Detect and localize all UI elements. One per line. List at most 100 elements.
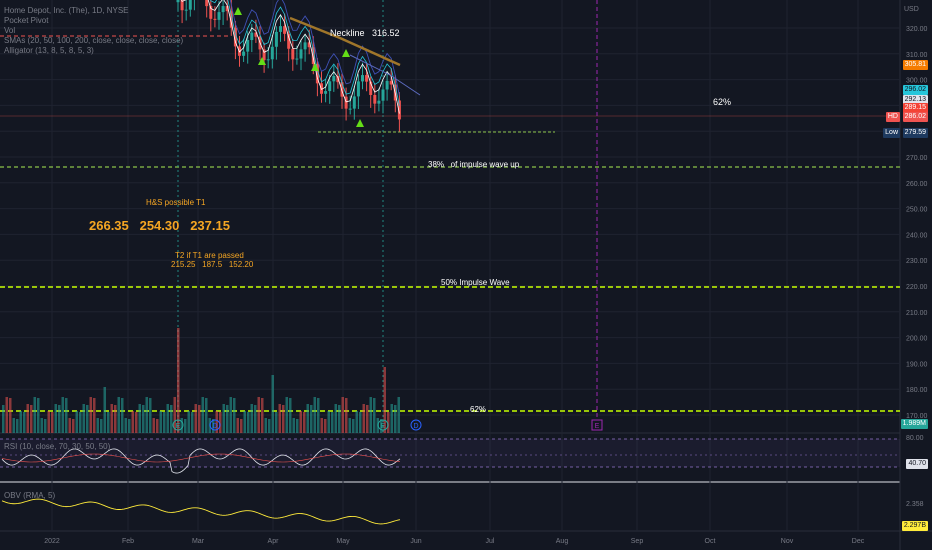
volume-bar [2,405,5,433]
volume-bar [131,411,134,433]
future-earnings-label: E [595,423,600,430]
volume-bar [138,404,141,433]
candle-body [262,49,266,61]
volume-bar [397,397,400,433]
hs-target-values: 266.35 254.30 237.15 [89,218,230,233]
dividend-marker [209,419,221,431]
volume-bar [173,397,176,433]
time-axis-label: May [336,538,350,545]
time-axis-label: Mar [192,538,205,545]
candle-body [315,63,319,84]
volume-bar [156,419,159,433]
volume-bar [236,418,239,433]
candle-body [209,6,213,19]
volume-bar [142,405,145,433]
candle-body [385,80,389,90]
candle-body [369,81,373,95]
volume-bar [390,404,393,433]
time-axis-label: Feb [122,538,134,545]
candle-body [176,0,180,3]
candle-body [356,81,360,97]
volume-value-tag: 1.989M [900,419,928,429]
volume-bar [296,419,299,433]
candle-body [233,27,237,47]
candle-body [381,89,385,101]
candle-body [332,75,336,82]
volume-bar [285,397,288,433]
time-axis-label: Sep [631,538,644,545]
rsi-value-tag: 40.70 [906,459,928,469]
candle-body [295,58,299,60]
volume-bar [247,412,250,433]
hd-price-tag: 286.02 [902,112,928,122]
volume-bar [103,387,106,433]
price-tag-cyan: 296.02 [902,85,928,95]
pocket-pivot-marker [356,119,364,127]
candle-body [291,48,295,60]
volume-bar [40,418,43,433]
sma-50-line [210,0,400,106]
volume-bar [240,419,243,433]
volume-bar [222,404,225,433]
volume-bar [215,411,218,433]
pocket-pivot-marker [234,7,242,15]
candle-body [217,12,221,20]
volume-bar [226,405,229,433]
candle-body [311,47,315,64]
volume-bar [152,418,155,433]
neckline-label: Neckline [330,28,365,38]
legend-symbol[interactable]: Home Depot, Inc. (The), 1D, NYSE [4,6,129,15]
candle-body [299,49,303,59]
volume-bar [114,405,117,433]
candle-body [229,11,233,28]
volume-bar [107,412,110,433]
volume-bar [100,419,103,433]
volume-bar [16,419,19,433]
candle-body [344,96,348,109]
pocket-pivot-marker [342,49,350,57]
legend-alligator[interactable]: Alligator (13, 8, 5, 8, 5, 3) [4,46,94,55]
candle-body [254,32,258,37]
volume-bar [338,405,341,433]
volume-bar [380,419,383,433]
legend-obv[interactable]: OBV (RMA, 5) [4,491,56,500]
obv-axis-tick: 2.358 [906,501,924,508]
price-tag-white: 292.13 [902,95,928,105]
time-axis-label: Apr [268,538,280,545]
rsi-band [0,439,900,467]
legend-smas[interactable]: SMAs (20, 50, 100, 200, close, close, cl… [4,36,184,45]
volume-bar [341,397,344,433]
volume-bar [345,398,348,433]
volume-bar [324,419,327,433]
candle-body [188,0,192,10]
volume-bar [275,412,278,433]
low-price-tag: 279.59 [902,128,928,138]
price-axis-tick: 210.00 [906,310,928,317]
hs-target-title: H&S possible T1 [146,198,206,207]
volume-bar [5,397,8,433]
candle-body [389,80,393,85]
volume-bar [121,398,124,433]
candle-body [221,6,225,13]
volume-bar [19,411,22,433]
volume-bar [229,397,232,433]
legend-rsi[interactable]: RSI (10, close, 70, 30, 50, 50) [4,442,111,451]
price-axis-currency: USD [904,6,919,13]
candle-body [287,33,291,49]
volume-bar [352,419,355,433]
dividend-marker [410,419,422,431]
volume-bar [163,412,166,433]
candle-body [246,40,250,52]
candle-body [184,9,188,11]
volume-bar [177,328,180,433]
rsi-ma-line [1,453,401,463]
legend-volume[interactable]: Vol [4,26,16,35]
legend-pocket-pivot[interactable]: Pocket Pivot [4,16,49,25]
candle-body [324,91,328,94]
volume-bar [306,404,309,433]
earnings-marker [377,419,389,431]
t2-values: 215.25 187.5 152.20 [171,260,254,269]
price-axis-tick: 170.00 [906,413,928,420]
volume-bar [12,418,15,433]
